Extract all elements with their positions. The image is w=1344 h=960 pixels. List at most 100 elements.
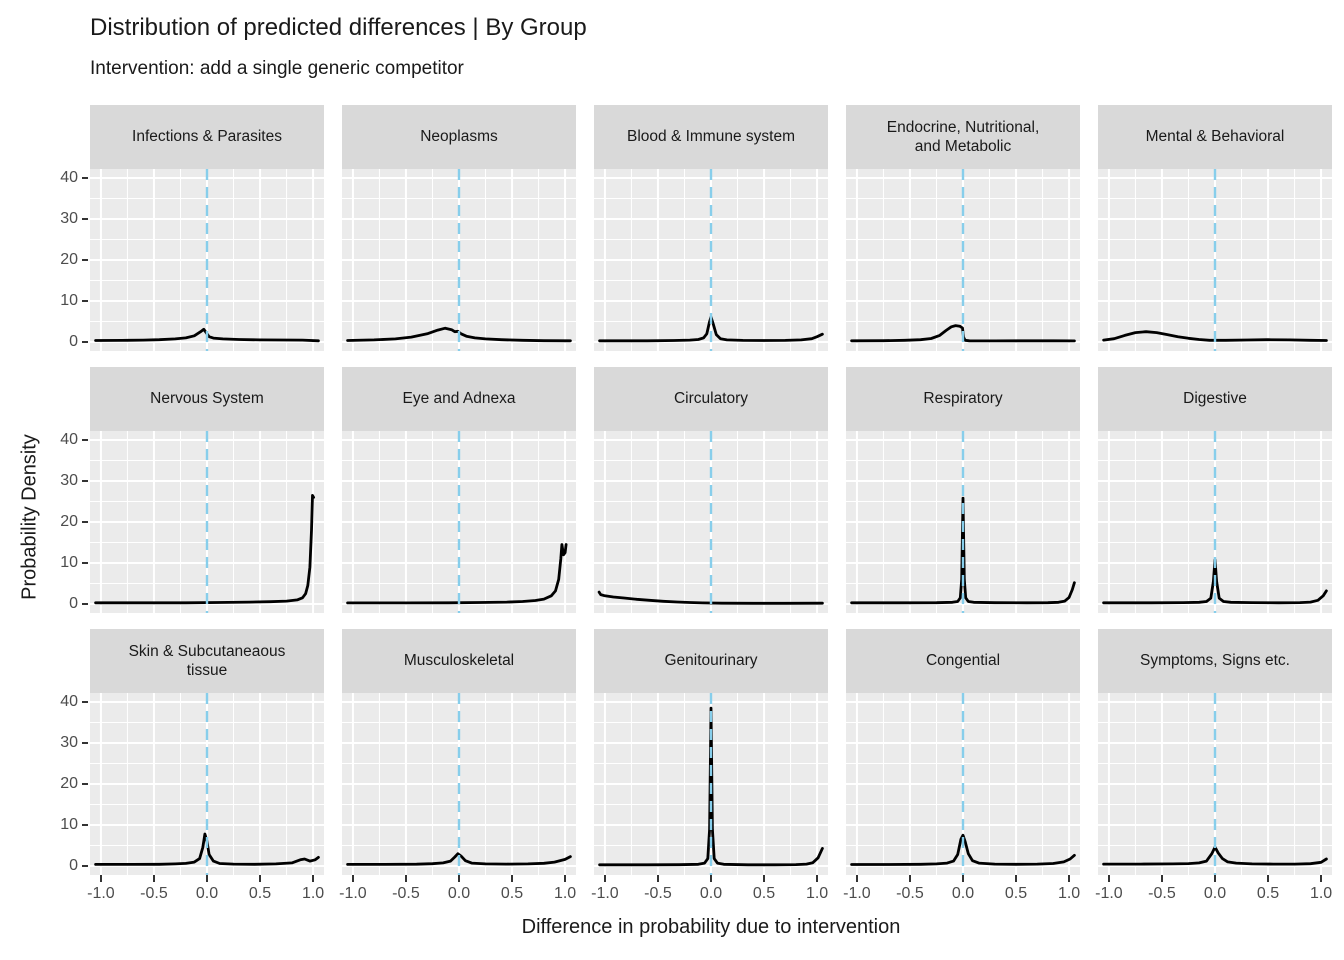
y-tick-mark xyxy=(82,259,88,261)
x-tick-mark xyxy=(312,875,315,882)
y-tick-mark xyxy=(82,823,88,826)
density-panel xyxy=(846,693,1080,875)
y-axis-title: Probability Density xyxy=(18,434,41,600)
density-panel xyxy=(342,169,576,351)
facet-musculoskeletal: Musculoskeletal xyxy=(342,629,576,875)
x-tick-label: -0.5 xyxy=(896,885,924,902)
x-tick-mark xyxy=(1267,875,1270,882)
x-tick-mark xyxy=(1015,875,1018,882)
facet-grid: Infections & Parasites Neoplasms Blood &… xyxy=(90,105,1332,875)
x-tick-label: 0.5 xyxy=(248,885,272,902)
facet-nervous: Nervous System xyxy=(90,367,324,613)
x-tick-mark xyxy=(564,875,567,882)
x-tick-mark xyxy=(710,875,712,882)
facet-strip-label: Endocrine, Nutritional, and Metabolic xyxy=(846,105,1080,169)
y-tick-mark xyxy=(82,701,88,704)
x-tick-label: 1.0 xyxy=(1309,885,1333,902)
x-tick-label: -0.5 xyxy=(392,885,420,902)
x-tick-label: -1.0 xyxy=(843,885,871,902)
x-tick-mark xyxy=(656,875,659,882)
density-panel xyxy=(594,431,828,613)
facet-digestive: Digestive xyxy=(1098,367,1332,613)
facet-strip-label: Skin & Subcutaneaous tissue xyxy=(90,629,324,693)
x-tick-label: -1.0 xyxy=(591,885,619,902)
x-tick-label: -1.0 xyxy=(1095,885,1123,902)
facet-strip-label: Infections & Parasites xyxy=(90,105,324,169)
chart-subtitle: Intervention: add a single generic compe… xyxy=(90,58,464,79)
x-tick-label: 0.0 xyxy=(447,885,471,902)
x-tick-mark xyxy=(855,875,858,882)
facet-strip-label: Genitourinary xyxy=(594,629,828,693)
x-tick-mark xyxy=(99,875,102,882)
density-panel xyxy=(1098,169,1332,351)
density-panel xyxy=(846,169,1080,351)
facet-eye: Eye and Adnexa xyxy=(342,367,576,613)
density-panel xyxy=(594,169,828,351)
y-tick-mark xyxy=(82,177,88,180)
x-tick-label: 0.5 xyxy=(752,885,776,902)
x-tick-mark xyxy=(603,875,606,882)
y-tick-mark xyxy=(82,439,88,442)
x-tick-label: 0.0 xyxy=(699,885,723,902)
facet-blood-immune: Blood & Immune system xyxy=(594,105,828,351)
density-panel xyxy=(594,693,828,875)
x-tick-label: 0.0 xyxy=(1203,885,1227,902)
x-tick-mark xyxy=(816,875,819,882)
y-tick-label: 0 xyxy=(69,332,78,350)
x-tick-mark xyxy=(908,875,911,882)
facet-strip-label: Nervous System xyxy=(90,367,324,431)
x-tick-label: 0.5 xyxy=(1256,885,1280,902)
density-panel xyxy=(1098,431,1332,613)
y-tick-label: 30 xyxy=(60,734,78,751)
x-tick-label: 0.5 xyxy=(1004,885,1028,902)
x-tick-label: -1.0 xyxy=(339,885,367,902)
x-tick-label: -0.5 xyxy=(140,885,168,902)
chart-title: Distribution of predicted differences | … xyxy=(90,14,587,41)
y-tick-label: 0 xyxy=(69,856,78,874)
y-tick-label: 10 xyxy=(60,815,78,833)
x-tick-label: -1.0 xyxy=(87,885,115,902)
y-tick-label: 20 xyxy=(60,251,78,268)
facet-strip-label: Blood & Immune system xyxy=(594,105,828,169)
x-tick-label: 1.0 xyxy=(805,885,829,902)
facet-neoplasms: Neoplasms xyxy=(342,105,576,351)
y-tick-mark xyxy=(82,864,88,867)
density-panel xyxy=(90,431,324,613)
x-tick-mark xyxy=(351,875,354,882)
facet-strip-label: Mental & Behavioral xyxy=(1098,105,1332,169)
facet-strip-label: Digestive xyxy=(1098,367,1332,431)
facet-genitourinary: Genitourinary xyxy=(594,629,828,875)
facet-endocrine: Endocrine, Nutritional, and Metabolic xyxy=(846,105,1080,351)
x-tick-mark xyxy=(152,875,155,882)
y-tick-mark xyxy=(82,340,88,343)
facet-symptoms: Symptoms, Signs etc. xyxy=(1098,629,1332,875)
y-tick-mark xyxy=(82,783,88,785)
facet-strip-label: Musculoskeletal xyxy=(342,629,576,693)
x-tick-label: 0.0 xyxy=(951,885,975,902)
facet-strip-label: Circulatory xyxy=(594,367,828,431)
facet-strip-label: Symptoms, Signs etc. xyxy=(1098,629,1332,693)
y-tick-mark xyxy=(82,299,88,302)
y-tick-label: 20 xyxy=(60,775,78,792)
x-tick-mark xyxy=(763,875,766,882)
x-tick-mark xyxy=(511,875,514,882)
facet-mental: Mental & Behavioral xyxy=(1098,105,1332,351)
x-tick-label: -0.5 xyxy=(644,885,672,902)
density-panel xyxy=(1098,693,1332,875)
facet-strip-label: Congential xyxy=(846,629,1080,693)
density-panel xyxy=(90,169,324,351)
x-tick-mark xyxy=(458,875,460,882)
facet-strip-label: Eye and Adnexa xyxy=(342,367,576,431)
facet-strip-label: Respiratory xyxy=(846,367,1080,431)
x-tick-mark xyxy=(1214,875,1216,882)
x-tick-label: 0.0 xyxy=(195,885,219,902)
density-panel xyxy=(90,693,324,875)
y-tick-mark xyxy=(82,480,88,482)
x-tick-label: 1.0 xyxy=(553,885,577,902)
facet-congential: Congential xyxy=(846,629,1080,875)
y-tick-mark xyxy=(82,521,88,523)
y-tick-label: 40 xyxy=(60,693,78,711)
x-tick-label: 1.0 xyxy=(301,885,325,902)
y-tick-mark xyxy=(82,742,88,744)
